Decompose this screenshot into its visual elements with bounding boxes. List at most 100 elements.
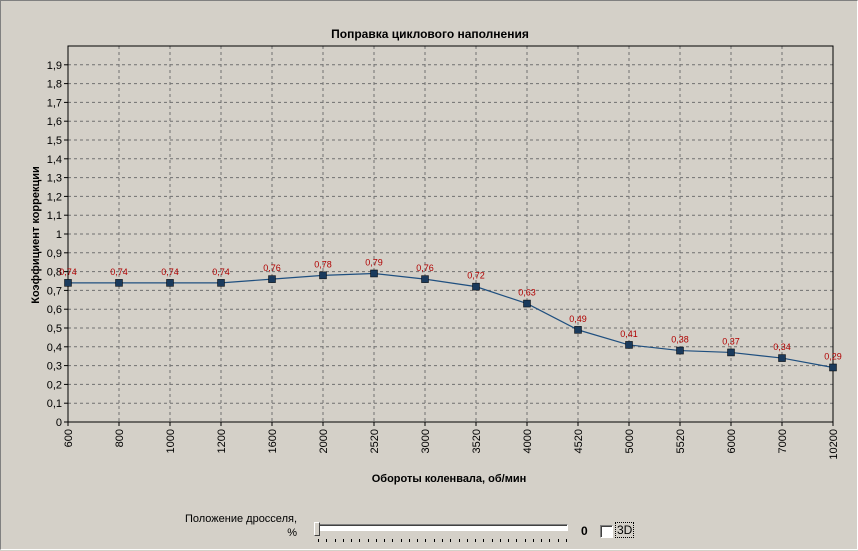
data-label: 0,37 [722,336,740,346]
slider-ticks [318,539,567,544]
x-tick-label: 600 [63,429,75,447]
data-label: 0,63 [518,288,536,298]
data-point[interactable] [727,348,735,357]
y-tick-label: 0,5 [47,323,62,335]
slider-tick-mark [458,539,460,542]
slider-tick-mark [483,539,485,542]
x-tick-label: 3000 [420,429,432,453]
slider-tick-mark [466,539,468,542]
data-point[interactable] [64,279,72,287]
slider-track[interactable] [316,524,568,531]
slider-tick-mark [417,539,419,542]
x-tick-label: 4520 [573,429,585,453]
slider-tick-mark [450,539,452,542]
y-tick-label: 0 [56,417,62,429]
slider-tick-mark [557,539,559,542]
throttle-label-unit: % [287,527,297,539]
slider-tick-mark [392,539,394,542]
data-point[interactable] [523,299,531,308]
data-label: 0,76 [263,263,281,273]
data-point[interactable] [319,271,327,280]
x-tick-label: 7000 [777,429,789,453]
line-chart: Поправка циклового наполнения Коэффициен… [30,27,842,485]
y-tick-label: 0,3 [47,361,62,373]
data-point[interactable] [829,363,837,372]
data-label: 0,78 [314,259,332,269]
slider-tick-mark [508,539,510,542]
slider-tick-mark [367,539,369,542]
y-tick-label: 0,8 [47,267,62,279]
y-tick-label: 0,7 [47,285,62,297]
data-point[interactable] [268,275,276,283]
slider-tick-mark [334,539,336,542]
slider-thumb[interactable] [314,522,320,536]
slider-tick-mark [541,539,543,542]
data-label: 0,34 [773,342,791,352]
slider-tick-mark [359,539,361,542]
throttle-slider[interactable] [314,522,568,546]
slider-tick-mark [375,539,377,542]
3d-checkbox-label[interactable]: 3D [615,522,635,538]
y-tick-label: 1,8 [47,79,62,91]
y-tick-label: 0,6 [47,304,62,316]
data-label: 0,38 [671,335,689,345]
y-tick-label: 0,4 [47,342,62,354]
y-tick-label: 1,4 [47,154,62,166]
data-point[interactable] [166,279,174,287]
data-label: 0,72 [467,271,485,281]
data-label: 0,74 [59,267,77,277]
x-tick-label: 5000 [624,429,636,453]
y-tick-label: 1,5 [47,135,62,147]
y-axis-label: Коэффициент коррекции [30,166,42,304]
data-label: 0,49 [569,314,587,324]
slider-tick-mark [516,539,518,542]
y-tick-label: 1,6 [47,116,62,128]
x-tick-label: 2520 [369,429,381,453]
data-point[interactable] [217,279,225,287]
plot-border [67,45,834,423]
x-tick-label: 800 [114,429,126,447]
y-tick-label: 0,9 [47,248,62,260]
x-tick-label: 1000 [165,429,177,453]
y-tick-label: 1,9 [47,60,62,72]
data-label: 0,74 [110,267,128,277]
data-point[interactable] [115,279,123,287]
y-tick-label: 1 [56,229,62,241]
data-point[interactable] [574,326,582,334]
throttle-label: Положение дросселя, % [177,512,297,540]
y-tick-label: 1,1 [47,210,62,222]
x-tick-label: 5520 [675,429,687,453]
x-tick-label: 1600 [267,429,279,453]
data-point[interactable] [625,341,633,349]
data-point[interactable] [676,346,684,355]
throttle-value: 0 [581,524,588,538]
y-tick-label: 1,2 [47,191,62,203]
slider-tick-mark [524,539,526,542]
x-axis-label: Обороты коленвала, об/мин [372,473,527,485]
slider-tick-mark [351,539,353,542]
y-tick-label: 1,7 [47,97,62,109]
data-point[interactable] [778,354,786,362]
throttle-label-text: Положение дросселя, [184,513,297,525]
3d-checkbox[interactable] [600,525,613,538]
data-point[interactable] [472,282,480,291]
data-point[interactable] [370,269,378,278]
controls-panel: Положение дросселя, % 0 3D [1,506,858,551]
x-tick-label: 6000 [726,429,738,453]
slider-tick-mark [400,539,402,542]
x-tick-label: 10200 [828,429,840,460]
data-label: 0,41 [620,329,638,339]
slider-tick-mark [499,539,501,542]
data-label: 0,29 [824,351,842,361]
x-tick-label: 4000 [522,429,534,453]
series-line [68,272,834,369]
slider-tick-mark [433,539,435,542]
x-tick-label: 1200 [216,429,228,453]
data-label: 0,79 [365,257,383,267]
slider-tick-mark [566,539,567,542]
data-label: 0,76 [416,263,434,273]
y-tick-label: 1,3 [47,173,62,185]
data-label: 0,74 [161,267,179,277]
slider-tick-mark [475,539,477,542]
data-point[interactable] [421,275,429,283]
